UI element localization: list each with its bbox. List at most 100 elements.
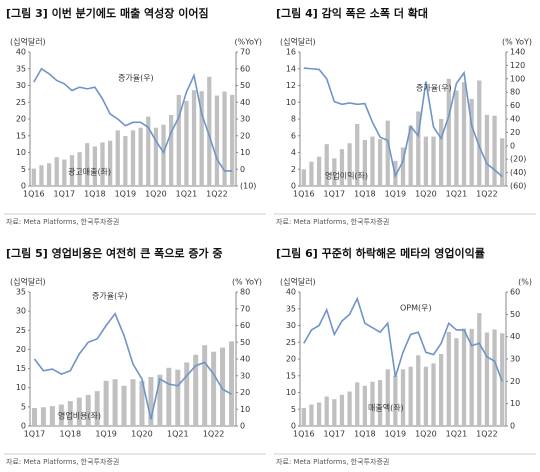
bar: [222, 91, 227, 186]
bar: [115, 130, 120, 186]
bar: [431, 363, 436, 426]
y-tick-label: 20: [16, 115, 26, 124]
bar: [377, 380, 383, 426]
bar: [49, 406, 55, 426]
bar: [123, 136, 128, 186]
bar: [214, 95, 220, 186]
bar: [492, 329, 497, 426]
line-series: [33, 312, 232, 420]
bar: [169, 114, 174, 186]
bar: [85, 394, 91, 426]
bar: [309, 404, 314, 426]
bar: [202, 345, 208, 426]
y2-tick-label: 80: [240, 288, 250, 297]
x-tick-label: 1Q18: [354, 190, 376, 199]
bar: [439, 119, 444, 186]
bar: [370, 381, 375, 426]
y-tick-label: 0: [21, 182, 26, 191]
bar: [138, 127, 143, 186]
y2-tick-label: 40: [510, 115, 520, 124]
bar: [100, 142, 105, 186]
bar: [347, 391, 352, 426]
y-tick-label: 10: [16, 383, 26, 392]
bar: [355, 124, 360, 186]
y-tick-label: 10: [286, 98, 296, 107]
bar: [446, 78, 451, 186]
series-label: 증가율(우): [92, 292, 128, 301]
y-tick-label: 25: [16, 98, 26, 107]
y-tick-label: 35: [16, 64, 26, 73]
series-label: OPM(우): [400, 304, 432, 313]
bar: [54, 157, 59, 186]
chart-title: [그림 5] 영업비용은 여전히 큰 폭으로 증가 중: [6, 246, 223, 260]
y-axis-unit: (십억달러): [280, 277, 316, 287]
bar: [85, 143, 90, 186]
y-tick-label: 30: [16, 307, 26, 316]
y-tick-label: 5: [21, 165, 26, 174]
bar: [355, 382, 360, 426]
bar: [385, 369, 390, 426]
y2-tick-label: (40): [510, 168, 526, 177]
bar: [339, 394, 345, 426]
series-label: 매출액(좌): [368, 403, 404, 413]
y2-tick-label: 120: [510, 61, 525, 70]
x-tick-label: 1Q18: [84, 190, 106, 199]
y-tick-label: 2: [291, 165, 296, 174]
y-tick-label: 15: [16, 131, 26, 140]
x-tick-label: 1Q16: [23, 190, 45, 199]
y2-tick-label: 30: [240, 371, 250, 380]
bar: [77, 152, 82, 186]
bar: [175, 369, 181, 426]
y-tick-label: 10: [16, 148, 26, 157]
x-tick-label: 1Q16: [293, 190, 315, 199]
bar: [324, 396, 329, 426]
bar: [500, 138, 505, 186]
y2-tick-label: 30: [510, 355, 520, 364]
y-tick-label: 0: [291, 182, 296, 191]
x-tick-label: 1Q20: [131, 430, 153, 439]
bar: [40, 407, 46, 426]
y2-tick-label: 0: [240, 165, 245, 174]
y-tick-label: 35: [16, 288, 26, 297]
bar: [184, 100, 189, 186]
y-tick-label: 20: [16, 345, 26, 354]
y-tick-label: 20: [286, 355, 296, 364]
x-tick-label: 1Q18: [60, 430, 82, 439]
bar: [461, 82, 467, 186]
y2-tick-label: 20: [510, 128, 520, 137]
bar: [211, 351, 217, 426]
bar: [469, 328, 474, 426]
y-tick-label: 15: [286, 371, 296, 380]
bar: [484, 332, 490, 426]
bar: [67, 401, 73, 426]
bar: [58, 404, 64, 426]
x-tick-label: 1Q21: [446, 190, 468, 199]
bar: [193, 354, 199, 426]
source-note: 자료: Meta Platforms, 한국투자증권: [6, 217, 119, 226]
y2-tick-label: 40: [240, 355, 250, 364]
bar: [469, 98, 474, 186]
chart-title: [그림 4] 감익 폭은 소폭 더 확대: [276, 6, 428, 20]
bar: [316, 156, 322, 186]
bar: [62, 159, 67, 186]
x-tick-label: 1Q16: [293, 430, 315, 439]
y2-tick-label: 60: [240, 64, 250, 73]
bar: [400, 147, 406, 186]
bar: [191, 90, 197, 186]
bar: [157, 374, 163, 426]
bar: [301, 407, 306, 426]
x-tick-label: 1Q20: [145, 190, 167, 199]
x-tick-label: 1Q22: [476, 190, 498, 199]
y2-tick-label: 40: [240, 98, 250, 107]
bar: [301, 169, 306, 186]
chart-panel: [그림 6] 꾸준히 하락해온 메타의 영업이익률 (십억달러) (%) 0 5 10 15…: [274, 246, 536, 466]
bar: [416, 355, 421, 426]
x-tick-label: 1Q22: [206, 190, 228, 199]
series-label: 광고매출(좌): [68, 167, 111, 177]
bar: [121, 385, 127, 426]
y-tick-label: 25: [16, 326, 26, 335]
x-tick-label: 1Q19: [115, 190, 137, 199]
bar: [103, 380, 109, 426]
y-axis-unit: (십억달러): [10, 277, 46, 287]
bar: [347, 143, 352, 186]
